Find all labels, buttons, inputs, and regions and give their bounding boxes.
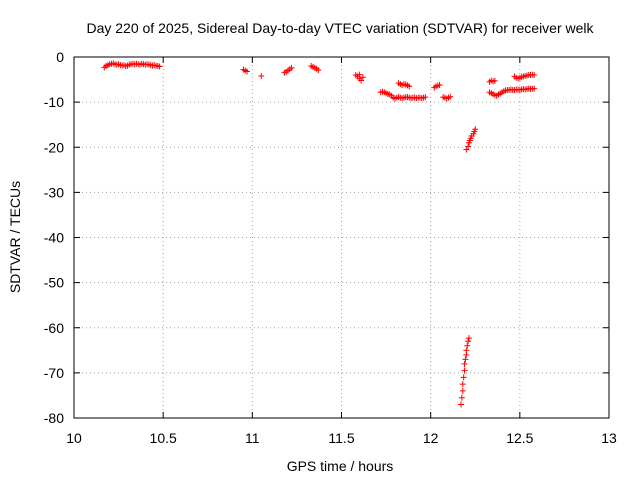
data-point: [459, 381, 466, 388]
y-tick-label: 0: [56, 49, 64, 65]
data-point: [463, 146, 470, 153]
data-point: [531, 72, 538, 79]
grid-lines: [74, 57, 609, 418]
y-tick-label: -30: [44, 184, 64, 200]
data-point: [465, 143, 472, 150]
data-point: [458, 394, 465, 401]
data-point: [472, 126, 479, 133]
x-tick-label: 12: [423, 430, 439, 446]
data-point: [464, 342, 471, 349]
data-point: [359, 74, 366, 81]
y-tick-label: -40: [44, 230, 64, 246]
y-tick-label: -10: [44, 94, 64, 110]
data-point: [258, 72, 265, 79]
data-point: [358, 77, 365, 84]
axis-ticks: 10 10.5 11 11.5 12 12.5 13 0 -10 -20 -30 -40 -50 -60 -…: [44, 49, 617, 446]
data-point: [288, 64, 295, 71]
data-point: [243, 68, 250, 75]
x-tick-label: 10: [66, 430, 82, 446]
data-point: [462, 356, 469, 363]
x-tick-label: 13: [601, 430, 617, 446]
x-tick-label: 10.5: [150, 430, 177, 446]
y-axis-label: SDTVAR / TECUs: [7, 181, 23, 293]
data-point: [422, 94, 429, 101]
y-tick-label: -20: [44, 139, 64, 155]
data-point: [457, 401, 464, 408]
data-point: [461, 367, 468, 374]
data-point: [461, 360, 468, 367]
data-point: [466, 335, 473, 342]
data-point: [406, 83, 413, 90]
data-point: [491, 77, 498, 84]
chart-title: Day 220 of 2025, Sidereal Day-to-day VTE…: [86, 20, 594, 36]
y-tick-label: -80: [44, 410, 64, 426]
x-axis-label: GPS time / hours: [287, 458, 394, 474]
data-point: [447, 93, 454, 100]
y-tick-label: -70: [44, 365, 64, 381]
data-points: [101, 60, 538, 408]
data-point: [459, 387, 466, 394]
data-point: [463, 347, 470, 354]
y-tick-label: -50: [44, 275, 64, 291]
data-point: [465, 338, 472, 345]
x-tick-label: 11: [245, 430, 260, 446]
data-point: [531, 85, 538, 92]
data-point: [315, 67, 322, 74]
y-tick-label: -60: [44, 320, 64, 336]
x-tick-label: 11.5: [328, 430, 354, 446]
data-point: [436, 81, 443, 88]
data-point: [156, 63, 163, 70]
x-tick-label: 12.5: [506, 430, 533, 446]
data-point: [460, 374, 467, 381]
